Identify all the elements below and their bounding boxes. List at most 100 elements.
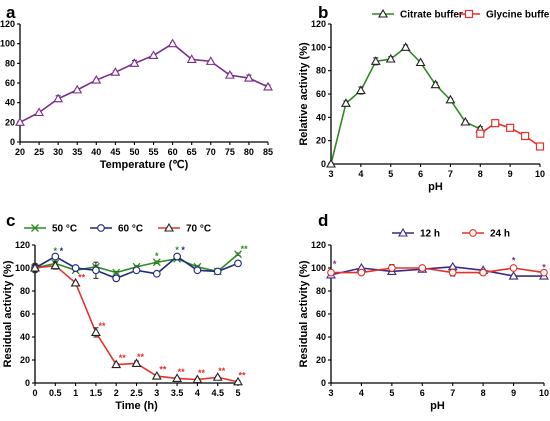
legend-label: 60 °C — [118, 224, 143, 235]
x-tick-label: 65 — [187, 147, 197, 157]
data-point — [479, 268, 487, 277]
significance-mark: * — [155, 251, 159, 261]
x-tick-label: 3 — [328, 169, 333, 179]
legend-item: 12 h — [392, 227, 440, 240]
significance-mark: ** — [137, 352, 145, 362]
data-point — [212, 372, 223, 381]
x-tick-label: 5 — [388, 169, 393, 179]
y-tick-label: 20 — [316, 355, 326, 365]
significance-mark: ** — [159, 365, 167, 375]
series-60-c — [31, 252, 242, 283]
data-point — [193, 266, 202, 275]
x-tick-label: 40 — [91, 147, 101, 157]
data-point — [205, 56, 216, 65]
data-point — [506, 123, 515, 132]
data-point — [520, 131, 530, 141]
x-tick-label: 4 — [359, 388, 364, 398]
data-point — [448, 268, 457, 277]
significance-mark: * — [54, 246, 58, 256]
series-line — [330, 46, 481, 165]
data-point — [71, 264, 80, 272]
legend-item: Glycine buffer — [458, 10, 550, 21]
y-tick-label: 60 — [20, 309, 30, 319]
x-tick-label: 9 — [511, 388, 516, 398]
significance-mark: ** — [78, 273, 86, 283]
y-axis-label: Relative activity (%) — [298, 42, 310, 146]
x-tick-label: 0.5 — [49, 388, 62, 398]
y-tick-label: 40 — [316, 332, 326, 342]
x-axis-label: pH — [430, 400, 445, 412]
x-tick-label: 8 — [481, 388, 486, 398]
x-tick-label: 6 — [420, 388, 425, 398]
data-point — [112, 274, 121, 283]
data-point — [51, 252, 60, 261]
data-point — [91, 74, 102, 84]
significance-mark: * — [512, 255, 516, 265]
data-point — [53, 93, 64, 103]
chart-panel-b: b 0 20 40 60 80 100 120 3 4 5 6 7 8 9 10 pH Relative acti… — [298, 3, 550, 193]
significance-mark: ** — [119, 353, 127, 363]
x-tick-label: 0 — [32, 388, 37, 398]
data-point — [243, 72, 254, 82]
significance-mark: ** — [98, 321, 106, 331]
data-point — [172, 373, 183, 382]
chart-panel-d: d 0 20 40 60 80 100 120 3 4 5 6 7 8 9 10 pH Residual acti… — [298, 211, 549, 412]
data-point — [152, 258, 161, 267]
legend-marker — [378, 8, 388, 18]
y-tick-label: 60 — [316, 89, 326, 99]
series-glycine-buffer — [476, 119, 545, 151]
y-tick-label: 20 — [5, 117, 15, 127]
data-point — [213, 267, 222, 276]
legend-label: 24 h — [490, 229, 510, 240]
x-tick-label: 45 — [110, 147, 120, 157]
x-tick-label: 10 — [539, 388, 549, 398]
y-tick-label: 60 — [5, 78, 15, 88]
data-point — [132, 266, 141, 275]
y-tick-label: 60 — [316, 309, 326, 319]
legend-item: 70 °C — [158, 222, 211, 235]
x-axis-label: Temperature (℃) — [100, 159, 189, 171]
x-tick-label: 85 — [263, 147, 273, 157]
panel-label: b — [318, 3, 328, 22]
data-point — [476, 129, 485, 138]
data-point — [357, 268, 366, 277]
data-point — [112, 268, 121, 277]
data-point — [111, 359, 122, 369]
data-point — [34, 107, 45, 117]
series-line — [19, 42, 269, 124]
y-tick-label: 40 — [5, 98, 15, 108]
data-point — [263, 81, 273, 91]
y-tick-label: 100 — [0, 39, 15, 49]
x-axis-label: pH — [428, 181, 443, 193]
data-point — [110, 67, 121, 76]
data-point — [418, 264, 427, 272]
data-point — [148, 50, 159, 60]
data-point — [370, 56, 381, 65]
x-tick-label: 3.5 — [171, 388, 184, 398]
data-point — [460, 116, 471, 126]
legend-item: 24 h — [462, 229, 510, 240]
legend-marker — [97, 224, 105, 232]
x-tick-label: 2.5 — [130, 388, 143, 398]
y-tick-label: 0 — [10, 137, 15, 147]
legend-label: 12 h — [420, 229, 440, 240]
x-tick-label: 50 — [129, 147, 139, 157]
y-tick-label: 0 — [25, 378, 30, 388]
series-70-c — [30, 260, 243, 386]
x-tick-label: 2 — [114, 388, 119, 398]
x-tick-label: 10 — [535, 169, 545, 179]
data-point — [508, 270, 519, 280]
data-point — [385, 53, 396, 63]
significance-mark: * — [60, 246, 64, 256]
panel-label: c — [6, 211, 15, 230]
panel-label: d — [318, 211, 328, 230]
data-point — [167, 38, 178, 48]
data-point — [234, 259, 242, 268]
y-tick-label: 120 — [15, 240, 30, 250]
y-tick-label: 80 — [316, 286, 326, 296]
legend-label: Glycine buffer — [486, 10, 550, 21]
x-tick-label: 75 — [225, 147, 235, 157]
significance-mark: ** — [198, 368, 206, 378]
significance-mark: * — [542, 262, 546, 272]
